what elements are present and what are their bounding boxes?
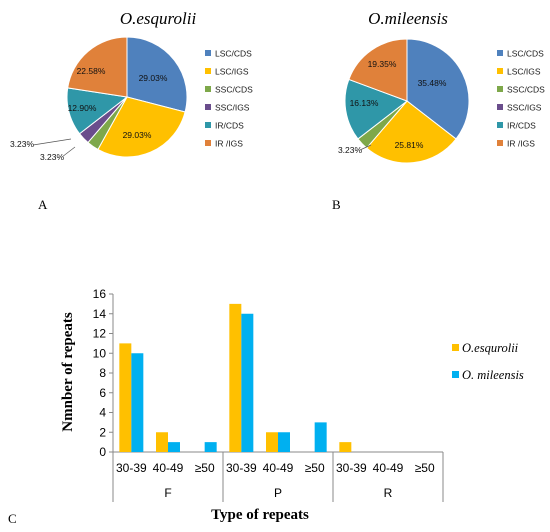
bar-y-tick-label-0: 0 bbox=[99, 445, 106, 459]
bar-category-label-6: 30-39 bbox=[336, 461, 367, 475]
pie-b-title: O.mileensis bbox=[368, 9, 448, 28]
bar-y-tick-label-7: 14 bbox=[93, 307, 107, 321]
pie-a-slice-1 bbox=[97, 96, 186, 158]
bar-y-tick-label-4: 8 bbox=[99, 366, 106, 380]
bar-legend-swatch-0 bbox=[452, 344, 459, 351]
pie-a-legend-swatch-0 bbox=[205, 50, 211, 56]
pie-b-slice-label-0: 35.48% bbox=[418, 78, 447, 88]
bar-category-label-7: 40-49 bbox=[373, 461, 404, 475]
pie-b-legend-label-0: LSC/CDS bbox=[507, 49, 544, 59]
pie-b-legend-label-1: LSC/IGS bbox=[507, 67, 541, 77]
bar-group-label-0: F bbox=[164, 486, 171, 500]
pie-a-leader-line-3 bbox=[32, 138, 72, 146]
bar-0-0 bbox=[119, 343, 132, 452]
bar-legend-swatch-1 bbox=[452, 371, 459, 378]
pie-a-slice-label-2: 3.23% bbox=[40, 152, 65, 162]
pie-b-slice-label-2: 3.23% bbox=[338, 145, 363, 155]
bar-1-3 bbox=[241, 313, 254, 452]
bar-0-4 bbox=[266, 432, 278, 452]
pie-b-legend-label-3: SSC/IGS bbox=[507, 103, 542, 113]
bar-category-label-4: 40-49 bbox=[263, 461, 294, 475]
pie-a-slice-label-3: 3.23% bbox=[10, 139, 35, 149]
pie-a-legend-label-5: IR /IGS bbox=[215, 139, 243, 149]
bar-y-tick-label-3: 6 bbox=[99, 386, 106, 400]
pie-a-legend-label-4: IR/CDS bbox=[215, 121, 244, 131]
panel-letter-c: C bbox=[8, 511, 17, 526]
bar-1-2 bbox=[204, 442, 217, 452]
pie-b: 35.48% 25.81% 3.23% 16.13% 19.35% bbox=[338, 38, 470, 164]
pie-a: 29.03% 29.03% 3.23% 3.23% 12.90% 22.58% bbox=[10, 36, 188, 162]
bar-group-label-1: P bbox=[274, 486, 282, 500]
pie-a-legend-label-2: SSC/CDS bbox=[215, 85, 253, 95]
pie-a-legend-swatch-5 bbox=[205, 140, 211, 146]
pie-b-legend-label-2: SSC/CDS bbox=[507, 85, 545, 95]
pie-a-legend-swatch-3 bbox=[205, 104, 211, 110]
pie-a-slice-label-4: 12.90% bbox=[68, 103, 97, 113]
pie-b-legend-swatch-0 bbox=[497, 50, 503, 56]
bar-y-tick-label-5: 10 bbox=[93, 346, 107, 360]
bar-y-tick-label-2: 4 bbox=[99, 406, 106, 420]
bar-0-3 bbox=[229, 303, 242, 452]
pie-b-legend-swatch-2 bbox=[497, 86, 503, 92]
pie-a-legend: LSC/CDS LSC/IGS SSC/CDS SSC/IGS IR/CDS IR /IG… bbox=[205, 49, 253, 149]
pie-b-legend-label-5: IR /IGS bbox=[507, 139, 535, 149]
bar-chart: 0 2 4 6 8 10 12 14 16 30-39 40-49 ≥50 30-39 40-49 ≥50 3… bbox=[93, 287, 444, 502]
pie-a-legend-label-1: LSC/IGS bbox=[215, 67, 249, 77]
bar-legend-label-0: O.esqurolii bbox=[462, 341, 519, 355]
bar-legend: O.esqurolii O. mileensis bbox=[452, 341, 524, 382]
bar-y-tick-label-1: 2 bbox=[99, 425, 106, 439]
bar-x-axis-title: Type of repeats bbox=[211, 507, 309, 523]
pie-a-legend-swatch-2 bbox=[205, 86, 211, 92]
panel-letter-a: A bbox=[38, 197, 48, 212]
pie-b-legend-label-4: IR/CDS bbox=[507, 121, 536, 131]
pie-a-legend-label-3: SSC/IGS bbox=[215, 103, 250, 113]
bar-group-label-2: R bbox=[384, 486, 393, 500]
pie-a-slice-label-5: 22.58% bbox=[77, 66, 106, 76]
pie-a-legend-swatch-4 bbox=[205, 122, 211, 128]
pie-a-slice-label-1: 29.03% bbox=[123, 130, 152, 140]
pie-b-slice-4 bbox=[344, 78, 409, 140]
pie-b-slice-label-4: 16.13% bbox=[350, 98, 379, 108]
pie-a-legend-swatch-1 bbox=[205, 68, 211, 74]
bar-category-label-5: ≥50 bbox=[305, 461, 325, 475]
panel-letter-b: B bbox=[332, 197, 341, 212]
pie-b-legend-swatch-3 bbox=[497, 104, 503, 110]
pie-b-leader-line-2 bbox=[359, 144, 372, 151]
bar-1-5 bbox=[314, 422, 327, 452]
bar-1-0 bbox=[131, 353, 144, 452]
pie-a-leader-line-2 bbox=[61, 146, 76, 158]
pie-a-slice-5 bbox=[67, 36, 128, 98]
pie-a-title: O.esqurolii bbox=[120, 9, 197, 28]
pie-a-legend-label-0: LSC/CDS bbox=[215, 49, 252, 59]
bar-y-tick-label-8: 16 bbox=[93, 287, 107, 301]
pie-b-slice-label-1: 25.81% bbox=[395, 140, 424, 150]
bar-legend-label-1: O. mileensis bbox=[462, 368, 524, 382]
bar-category-label-1: 40-49 bbox=[153, 461, 184, 475]
bar-1-4 bbox=[278, 432, 290, 452]
bar-category-label-2: ≥50 bbox=[195, 461, 215, 475]
pie-b-legend-swatch-5 bbox=[497, 140, 503, 146]
bar-category-label-3: 30-39 bbox=[226, 461, 257, 475]
pie-b-slice-0 bbox=[406, 38, 470, 140]
pie-b-legend: LSC/CDS LSC/IGS SSC/CDS SSC/IGS IR/CDS IR /IG… bbox=[497, 49, 545, 149]
pie-a-slice-0 bbox=[126, 36, 188, 113]
pie-b-slice-1 bbox=[365, 100, 457, 164]
pie-b-slice-label-5: 19.35% bbox=[368, 59, 397, 69]
bar-0-6 bbox=[339, 442, 352, 452]
bar-category-label-0: 30-39 bbox=[116, 461, 147, 475]
bar-y-tick-label-6: 12 bbox=[93, 327, 107, 341]
bar-0-1 bbox=[156, 432, 168, 452]
pie-a-slice-label-0: 29.03% bbox=[139, 73, 168, 83]
pie-b-legend-swatch-1 bbox=[497, 68, 503, 74]
bar-category-label-8: ≥50 bbox=[415, 461, 435, 475]
pie-b-legend-swatch-4 bbox=[497, 122, 503, 128]
bar-1-1 bbox=[168, 442, 180, 452]
bar-y-axis-title: Nmnber of repeats bbox=[60, 312, 76, 432]
pie-b-slice-5 bbox=[348, 38, 408, 102]
